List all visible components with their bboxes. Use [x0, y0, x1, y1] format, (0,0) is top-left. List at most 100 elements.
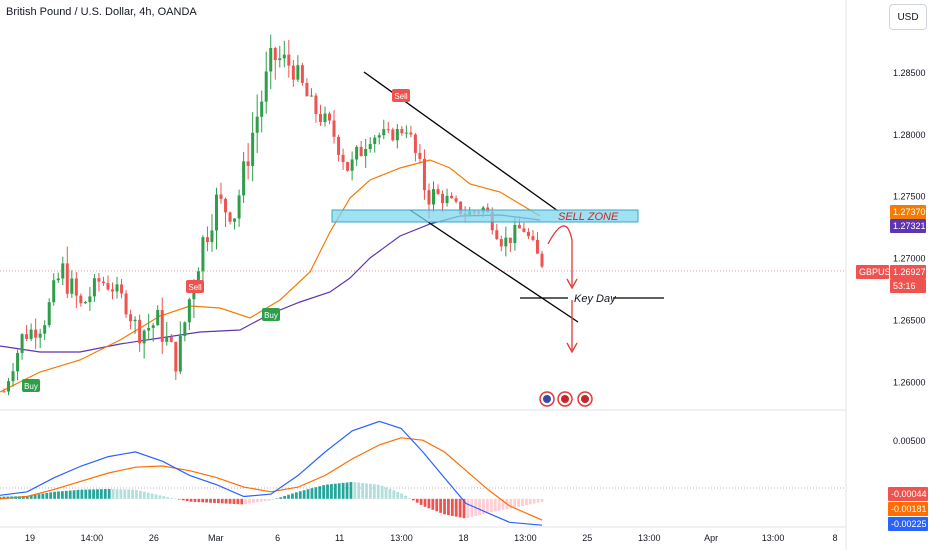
price-label-symbol: GBPUSD: [859, 267, 898, 277]
macd-histogram-bar: [252, 498, 255, 503]
macd-histogram-bar: [189, 498, 193, 502]
candle-body: [29, 329, 33, 339]
arrow-head-2: [566, 342, 578, 354]
macd-histogram-bar: [213, 498, 216, 503]
macd-histogram-bar: [427, 498, 431, 509]
macd-histogram-bar: [216, 498, 220, 504]
price-tick-label: 1.26000: [893, 378, 926, 388]
macd-histogram-bar: [501, 498, 505, 510]
candle-body: [38, 333, 42, 338]
candle-body: [25, 334, 29, 339]
candle-body: [219, 194, 223, 199]
candle-body: [495, 230, 499, 240]
candle-body: [260, 101, 264, 117]
candle-body: [88, 296, 92, 302]
candle-body: [133, 319, 137, 322]
candle-body: [106, 283, 110, 290]
candle-body: [450, 195, 454, 199]
macd-histogram-bar: [396, 491, 400, 499]
sell-zone: SELL ZONE: [331, 209, 639, 223]
candle-body: [124, 293, 128, 315]
economic-events[interactable]: [539, 391, 593, 407]
macd-histogram-bar: [138, 490, 142, 499]
macd-histogram-bar: [25, 495, 29, 499]
candle-body: [278, 58, 282, 61]
macd-histogram-bar: [166, 497, 170, 499]
macd-histogram-bar: [96, 489, 99, 499]
us-event-icon[interactable]: [539, 391, 555, 407]
macd-label-tag: [888, 502, 928, 516]
macd-histogram-bar: [454, 498, 458, 517]
uk-event-icon[interactable]: [577, 391, 593, 407]
price-tick-label: 1.28000: [893, 130, 926, 140]
candle-body: [391, 129, 395, 141]
macd-histogram-bar: [60, 491, 64, 499]
macd-histogram-bar: [470, 498, 474, 518]
sell-signal-label: Sell: [394, 92, 408, 101]
macd-histogram-bar: [419, 498, 423, 505]
candle-body: [47, 302, 51, 326]
time-tick-label: 13:00: [762, 533, 785, 543]
macd-histogram-bar: [497, 498, 501, 511]
macd-histogram-bar: [158, 495, 162, 499]
macd-histogram-bar: [57, 491, 60, 499]
macd-histogram-bar: [415, 498, 419, 503]
candle-body: [350, 159, 354, 171]
candle-body: [513, 224, 517, 244]
candle-body: [409, 132, 413, 135]
time-axis[interactable]: 19 14:00 26 Mar 6 11 13:00 18 13:00 25 13:00 Apr 13:…: [25, 533, 838, 543]
macd-histogram-bar: [263, 498, 267, 502]
candle-body: [373, 137, 377, 144]
macd-histogram-bar: [41, 493, 45, 499]
macd-axis[interactable]: 0.00500: [893, 436, 926, 446]
candle-body: [318, 113, 322, 122]
price-label-ma_slow: 1.27321: [893, 221, 926, 231]
macd-histogram-bar: [162, 496, 166, 499]
channel-lower-line: [409, 209, 579, 323]
macd-histogram-bar: [532, 498, 536, 504]
macd-histogram-bar: [232, 498, 236, 504]
candle-body: [504, 237, 508, 247]
price-label-tag: [856, 265, 889, 279]
candle-body: [61, 263, 65, 279]
macd-tick-label: 0.00500: [893, 436, 926, 446]
macd-histogram-bar: [423, 498, 427, 507]
macd-label-tag: [888, 517, 928, 531]
candle-body: [526, 231, 530, 237]
candle-body: [56, 278, 60, 281]
currency-button[interactable]: USD: [889, 4, 927, 30]
candle-body: [341, 154, 345, 163]
macd-histogram-bar: [353, 482, 357, 499]
candle-body: [79, 295, 83, 304]
macd-histogram-bar: [135, 489, 138, 499]
key-day: Key Day: [520, 293, 664, 305]
macd-value-signal: -0.00181: [891, 504, 927, 514]
candle-body: [83, 301, 87, 304]
candle-body: [160, 310, 164, 342]
candle-body: [228, 212, 232, 222]
macd-histogram-bar: [84, 489, 88, 499]
macd-histogram-bar: [536, 498, 540, 503]
time-tick-label: 25: [582, 533, 592, 543]
macd-histogram-bar: [493, 498, 497, 512]
chart-title: British Pound / U.S. Dollar, 4h, OANDA: [6, 6, 197, 18]
candle-body: [445, 195, 449, 204]
macd-histogram-bar: [99, 489, 103, 499]
candle-body: [540, 253, 544, 267]
projection-arrows: [547, 225, 578, 354]
macd-histogram-bar: [310, 488, 314, 499]
macd-histogram-bar: [509, 498, 513, 509]
macd-histogram-bar: [49, 492, 53, 499]
candle-body: [101, 281, 105, 284]
price-tick-label: 1.26500: [893, 316, 926, 326]
candle-body: [323, 113, 327, 122]
time-tick-label: 8: [832, 533, 837, 543]
macd-histogram-bar: [255, 498, 259, 503]
time-tick-label: Apr: [704, 533, 718, 543]
macd-histogram-bar: [29, 495, 33, 499]
macd-histogram-bar: [154, 494, 158, 499]
macd-histogram-bar: [376, 484, 380, 499]
uk-event-icon[interactable]: [557, 391, 573, 407]
